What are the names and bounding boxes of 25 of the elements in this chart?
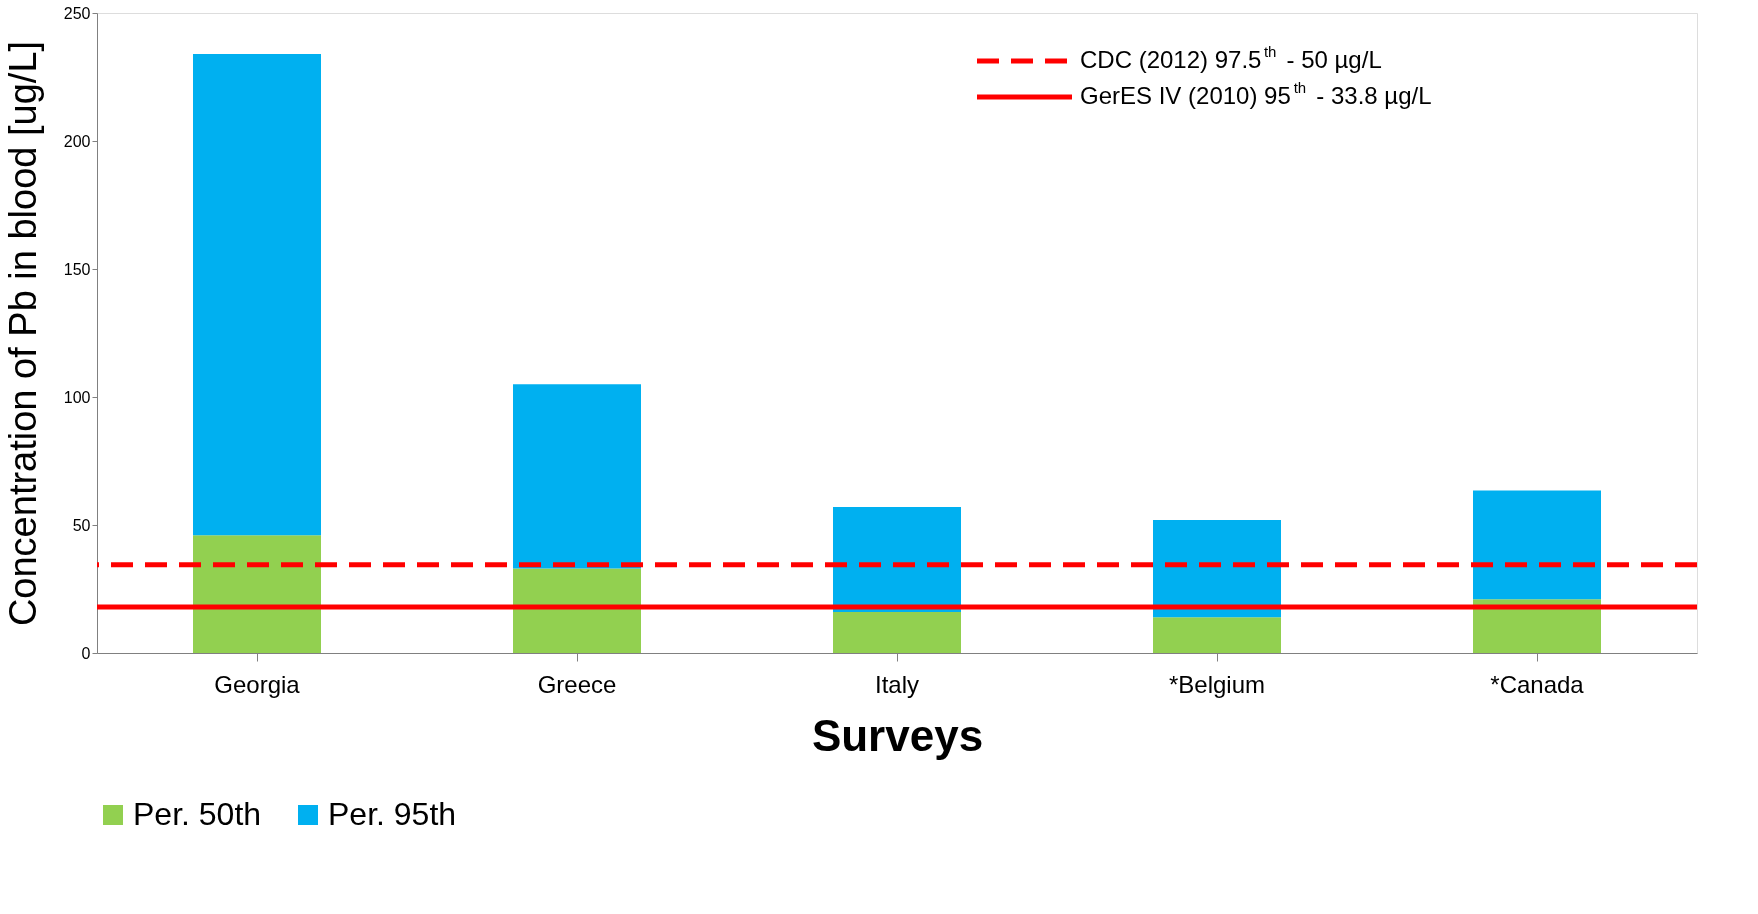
x-axis-title: Surveys [811,710,984,760]
y-tick-label: 150 [63,260,91,278]
bar [513,384,641,569]
y-tick-label: 50 [72,516,91,534]
y-tick-label: 0 [81,644,91,662]
y-tick-label: 250 [63,4,91,22]
bar [193,53,321,536]
bar [1153,617,1281,653]
legend-label: Per. 50th [133,796,262,832]
y-tick-label: 200 [63,132,91,150]
bar [833,612,961,653]
x-tick-label: Georgia [214,670,301,698]
x-tick-label: *Belgium [1168,670,1266,698]
y-axis-title: Concentration of Pb in blood [ug/L] [1,40,44,627]
bar [1473,599,1601,653]
bar [193,535,321,653]
bar [1473,490,1601,600]
bar [1153,519,1281,618]
bar [833,507,961,613]
bar [513,568,641,653]
x-tick-label: *Canada [1490,670,1585,698]
legend-label: Per. 95th [328,796,457,832]
x-tick-label: Italy [874,670,920,698]
x-tick-label: Greece [537,670,617,698]
y-tick-label: 100 [63,388,91,406]
